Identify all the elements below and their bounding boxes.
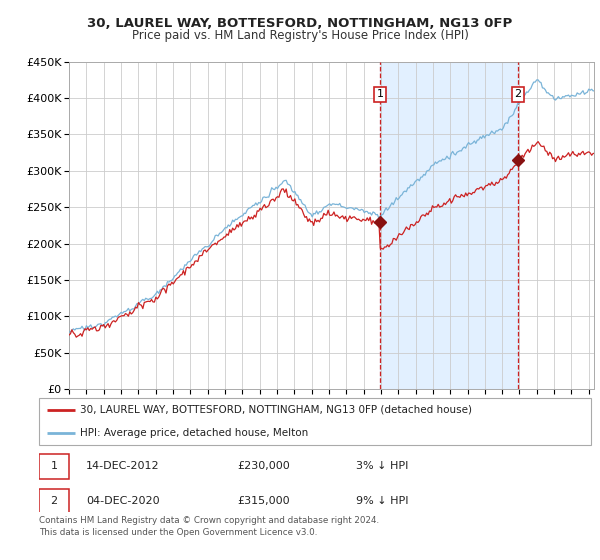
Text: 3% ↓ HPI: 3% ↓ HPI: [356, 461, 409, 471]
FancyBboxPatch shape: [39, 398, 591, 445]
Bar: [380, 62, 518, 389]
Text: 2: 2: [515, 90, 521, 99]
Text: 1: 1: [50, 461, 58, 471]
Text: 04-DEC-2020: 04-DEC-2020: [86, 496, 160, 506]
Text: Price paid vs. HM Land Registry's House Price Index (HPI): Price paid vs. HM Land Registry's House …: [131, 29, 469, 42]
Text: 2: 2: [50, 496, 58, 506]
Text: 30, LAUREL WAY, BOTTESFORD, NOTTINGHAM, NG13 0FP: 30, LAUREL WAY, BOTTESFORD, NOTTINGHAM, …: [88, 17, 512, 30]
Text: £315,000: £315,000: [238, 496, 290, 506]
Text: 9% ↓ HPI: 9% ↓ HPI: [356, 496, 409, 506]
Text: £230,000: £230,000: [238, 461, 290, 471]
Text: Contains HM Land Registry data © Crown copyright and database right 2024.
This d: Contains HM Land Registry data © Crown c…: [39, 516, 379, 537]
Text: 30, LAUREL WAY, BOTTESFORD, NOTTINGHAM, NG13 0FP (detached house): 30, LAUREL WAY, BOTTESFORD, NOTTINGHAM, …: [80, 405, 472, 415]
Text: 14-DEC-2012: 14-DEC-2012: [86, 461, 160, 471]
FancyBboxPatch shape: [39, 489, 70, 514]
FancyBboxPatch shape: [39, 454, 70, 478]
Text: HPI: Average price, detached house, Melton: HPI: Average price, detached house, Melt…: [80, 428, 308, 438]
Text: 1: 1: [377, 90, 383, 99]
